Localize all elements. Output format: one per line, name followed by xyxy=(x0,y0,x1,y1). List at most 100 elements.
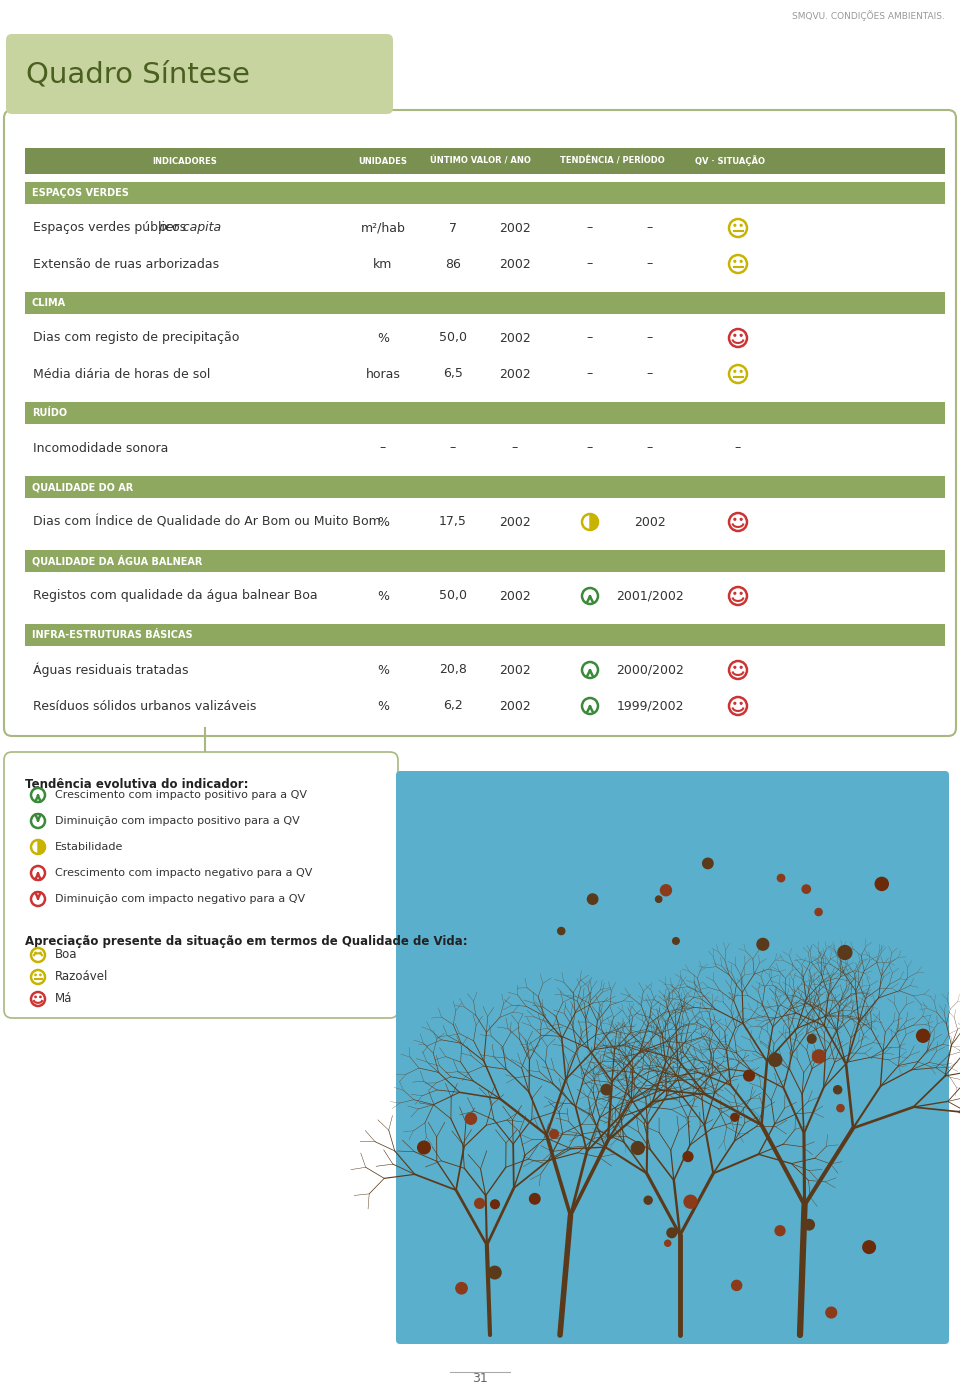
Text: Águas residuais tratadas: Águas residuais tratadas xyxy=(33,663,188,677)
Circle shape xyxy=(474,1198,485,1208)
Circle shape xyxy=(740,702,742,705)
Circle shape xyxy=(456,1283,468,1294)
Circle shape xyxy=(815,908,822,915)
Circle shape xyxy=(740,260,742,262)
Circle shape xyxy=(917,1029,929,1042)
Circle shape xyxy=(734,224,735,226)
Text: QUALIDADE DO AR: QUALIDADE DO AR xyxy=(32,482,133,492)
FancyBboxPatch shape xyxy=(685,148,774,174)
Circle shape xyxy=(489,1266,501,1279)
Text: Crescimento com impacto negativo para a QV: Crescimento com impacto negativo para a … xyxy=(55,868,312,878)
Text: –: – xyxy=(587,221,593,234)
Text: 86: 86 xyxy=(445,258,461,270)
Circle shape xyxy=(740,592,742,595)
Text: Estabilidade: Estabilidade xyxy=(55,841,124,853)
Circle shape xyxy=(684,1195,697,1208)
Text: 2002: 2002 xyxy=(499,221,531,234)
Circle shape xyxy=(744,1070,755,1081)
FancyBboxPatch shape xyxy=(4,752,398,1018)
Text: Resíduos sólidos urbanos valizáveis: Resíduos sólidos urbanos valizáveis xyxy=(33,699,256,712)
Circle shape xyxy=(837,1105,844,1112)
Text: %: % xyxy=(377,515,389,528)
Circle shape xyxy=(588,894,598,904)
Text: –: – xyxy=(380,442,386,454)
Text: CLIMA: CLIMA xyxy=(32,298,66,308)
Circle shape xyxy=(734,334,735,336)
Text: QV · SITUAÇÃO: QV · SITUAÇÃO xyxy=(695,156,765,167)
Text: Dias com Índice de Qualidade do Ar Bom ou Muito Bom: Dias com Índice de Qualidade do Ar Bom o… xyxy=(33,515,381,528)
Text: %: % xyxy=(377,332,389,344)
Circle shape xyxy=(740,666,742,669)
Text: –: – xyxy=(587,368,593,380)
Circle shape xyxy=(740,334,742,336)
Text: horas: horas xyxy=(366,368,400,380)
Text: %: % xyxy=(377,699,389,712)
Text: 2002: 2002 xyxy=(499,368,531,380)
Circle shape xyxy=(769,1053,781,1067)
Circle shape xyxy=(803,885,810,893)
Text: –: – xyxy=(647,332,653,344)
Circle shape xyxy=(863,1241,876,1254)
FancyBboxPatch shape xyxy=(396,770,949,1344)
Circle shape xyxy=(601,1084,612,1095)
FancyBboxPatch shape xyxy=(4,110,956,736)
Text: Espaços verdes públicos: Espaços verdes públicos xyxy=(33,221,190,234)
Circle shape xyxy=(530,1194,540,1204)
Text: 2002: 2002 xyxy=(635,515,666,528)
Text: QUALIDADE DA ÁGUA BALNEAR: QUALIDADE DA ÁGUA BALNEAR xyxy=(32,556,203,567)
Text: –: – xyxy=(734,442,741,454)
Circle shape xyxy=(644,1197,652,1204)
Text: SMQVU. CONDIÇÕES AMBIENTAIS.: SMQVU. CONDIÇÕES AMBIENTAIS. xyxy=(792,10,945,21)
Circle shape xyxy=(558,928,564,935)
Text: 2002: 2002 xyxy=(499,332,531,344)
FancyBboxPatch shape xyxy=(25,624,945,646)
Text: 20,8: 20,8 xyxy=(439,663,467,677)
FancyBboxPatch shape xyxy=(25,476,945,499)
Text: –: – xyxy=(587,442,593,454)
Text: 2000/2002: 2000/2002 xyxy=(616,663,684,677)
Circle shape xyxy=(673,937,680,944)
Circle shape xyxy=(740,224,742,226)
FancyBboxPatch shape xyxy=(25,403,945,423)
Text: %: % xyxy=(377,589,389,603)
Text: Crescimento com impacto positivo para a QV: Crescimento com impacto positivo para a … xyxy=(55,790,307,800)
Circle shape xyxy=(734,702,735,705)
Text: –: – xyxy=(450,442,456,454)
Text: UNIDADES: UNIDADES xyxy=(358,156,407,166)
Circle shape xyxy=(39,953,41,954)
Circle shape xyxy=(491,1199,499,1209)
FancyBboxPatch shape xyxy=(25,148,945,174)
Text: %: % xyxy=(377,663,389,677)
Circle shape xyxy=(660,885,671,896)
Circle shape xyxy=(664,1240,671,1247)
Circle shape xyxy=(732,1280,742,1290)
Circle shape xyxy=(418,1141,430,1153)
FancyBboxPatch shape xyxy=(540,148,684,174)
Circle shape xyxy=(775,1226,785,1236)
Text: Incomodidade sonora: Incomodidade sonora xyxy=(33,442,168,454)
Circle shape xyxy=(734,371,735,372)
Text: 7: 7 xyxy=(449,221,457,234)
Polygon shape xyxy=(590,514,598,529)
Circle shape xyxy=(778,875,784,882)
Text: ÚNTIMO VALOR / ANO: ÚNTIMO VALOR / ANO xyxy=(429,156,531,166)
FancyBboxPatch shape xyxy=(25,148,344,174)
Text: 2002: 2002 xyxy=(499,258,531,270)
Text: Diminuição com impacto positivo para a QV: Diminuição com impacto positivo para a Q… xyxy=(55,816,300,826)
Circle shape xyxy=(740,371,742,372)
Text: 6,2: 6,2 xyxy=(444,699,463,712)
Circle shape xyxy=(757,939,769,950)
Text: Registos com qualidade da água balnear Boa: Registos com qualidade da água balnear B… xyxy=(33,589,318,603)
Polygon shape xyxy=(38,840,45,854)
Text: 17,5: 17,5 xyxy=(439,515,467,528)
Text: 50,0: 50,0 xyxy=(439,332,467,344)
Text: Diminuição com impacto negativo para a QV: Diminuição com impacto negativo para a Q… xyxy=(55,894,305,904)
Circle shape xyxy=(35,953,36,954)
Text: Boa: Boa xyxy=(55,949,78,961)
Text: –: – xyxy=(647,221,653,234)
Text: INFRA-ESTRUTURAS BÁSICAS: INFRA-ESTRUTURAS BÁSICAS xyxy=(32,630,193,639)
Circle shape xyxy=(876,878,888,890)
Text: –: – xyxy=(587,258,593,270)
Text: 31: 31 xyxy=(472,1372,488,1385)
Circle shape xyxy=(838,946,852,960)
